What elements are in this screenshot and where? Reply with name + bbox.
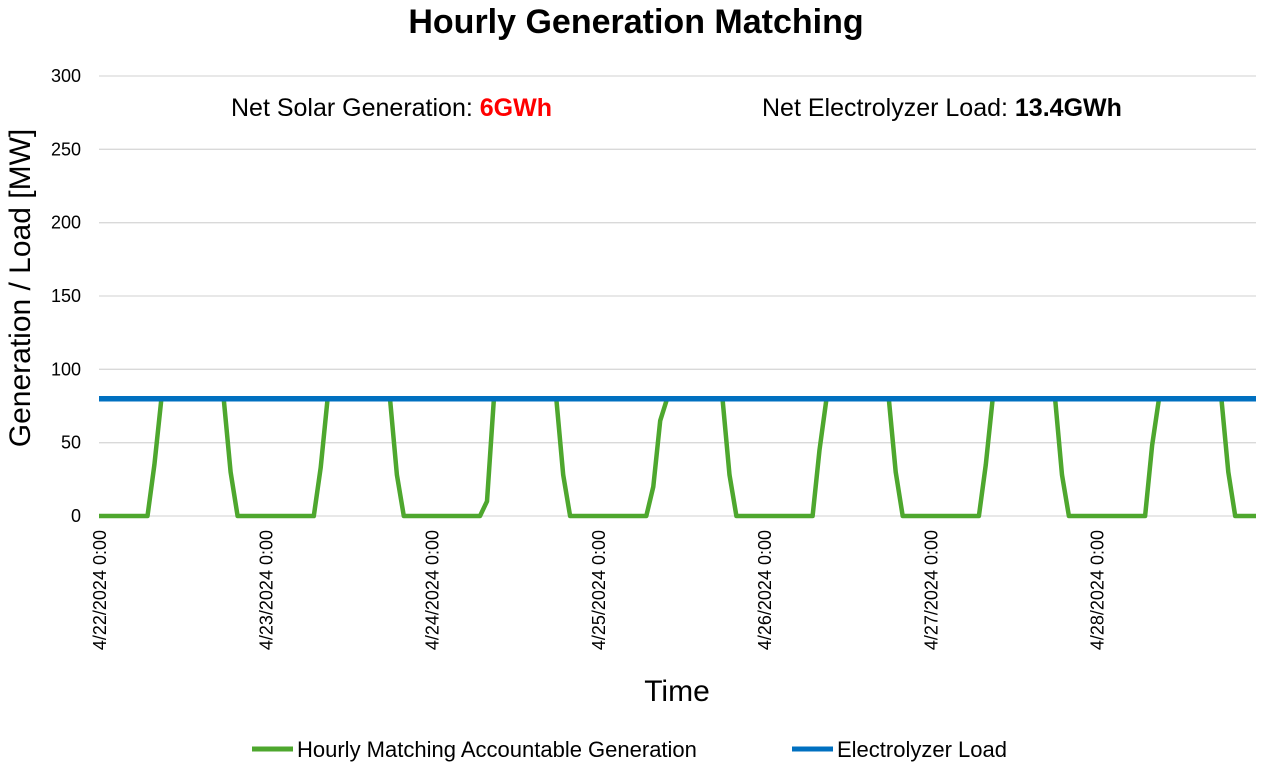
x-tick-label: 4/27/2024 0:00 [921,530,941,650]
y-tick-label: 300 [51,66,81,86]
x-tick-label: 4/25/2024 0:00 [589,530,609,650]
y-tick-label: 50 [61,433,81,453]
series-lines [99,395,1256,519]
net-solar-label: Net Solar Generation: [231,94,480,122]
y-tick-label: 200 [51,213,81,233]
net-load-annotation: Net Electrolyzer Load: 13.4GWh [762,94,1122,122]
net-solar-value: 6GWh [480,94,552,122]
x-tick-label: 4/28/2024 0:00 [1088,530,1108,650]
y-axis-label: Generation / Load [MW] [4,129,37,448]
x-tick-label: 4/23/2024 0:00 [256,530,276,650]
x-tick-label: 4/22/2024 0:00 [90,530,110,650]
y-tick-label: 250 [51,139,81,159]
series-line-generation [99,396,1256,519]
chart-title: Hourly Generation Matching [408,3,863,41]
y-axis-ticks: 0 50 100 150 200 250 300 [51,66,81,526]
x-tick-label: 4/26/2024 0:00 [755,530,775,650]
net-solar-annotation: Net Solar Generation: 6GWh [231,94,552,122]
legend-label-load: Electrolyzer Load [837,737,1007,762]
x-tick-label: 4/24/2024 0:00 [423,530,443,650]
legend: Hourly Matching Accountable Generation E… [252,737,1007,762]
gridlines [99,75,1256,517]
net-load-value: 13.4GWh [1015,94,1122,122]
x-axis-ticks: 4/22/2024 0:00 4/23/2024 0:00 4/24/2024 0:… [90,530,1108,650]
y-tick-label: 0 [71,506,81,526]
x-axis-label: Time [644,675,710,708]
y-tick-label: 150 [51,286,81,306]
y-tick-label: 100 [51,359,81,379]
legend-label-generation: Hourly Matching Accountable Generation [297,737,697,762]
net-load-label: Net Electrolyzer Load: [762,94,1015,122]
